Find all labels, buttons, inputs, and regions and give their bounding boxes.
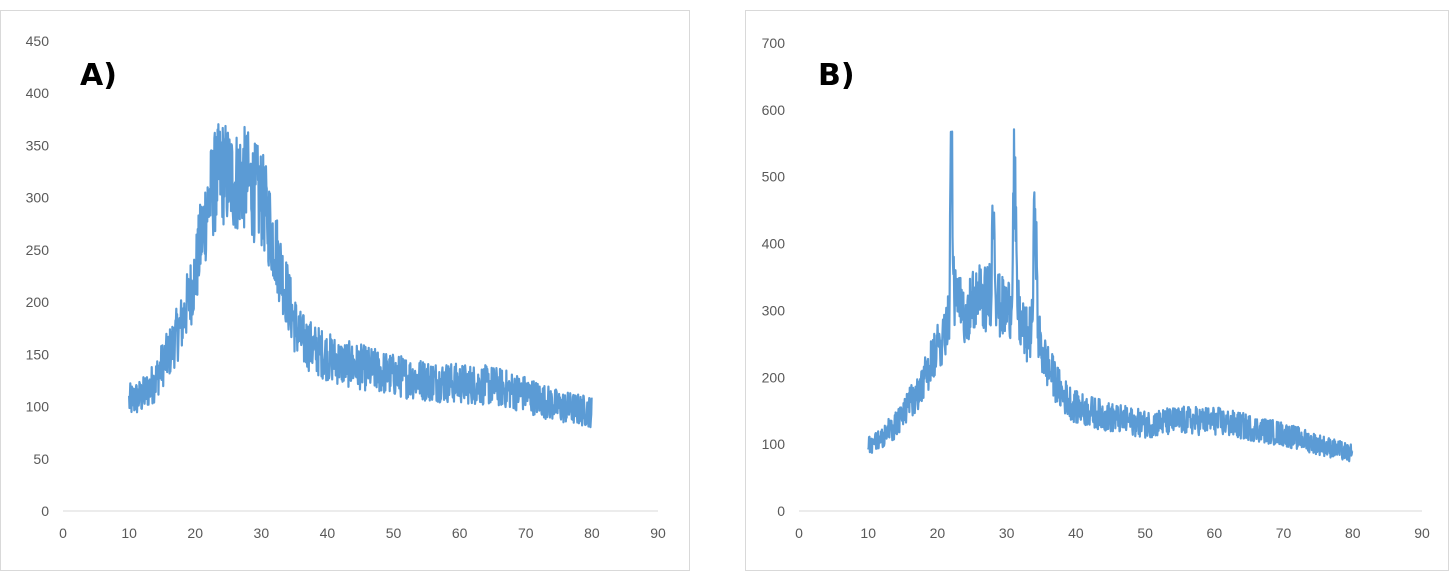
y-tick-label: 100 xyxy=(762,436,786,452)
y-tick-label: 600 xyxy=(762,102,786,118)
panel-label: A) xyxy=(80,58,117,93)
y-tick-label: 500 xyxy=(762,169,786,185)
chart-frame xyxy=(745,10,1449,571)
y-tick-label: 200 xyxy=(26,294,50,310)
x-tick-label: 50 xyxy=(386,525,402,541)
x-tick-label: 70 xyxy=(518,525,534,541)
x-tick-label: 30 xyxy=(999,525,1015,541)
x-tick-label: 10 xyxy=(860,525,876,541)
y-tick-label: 400 xyxy=(26,85,50,101)
x-tick-label: 60 xyxy=(452,525,468,541)
y-tick-label: 400 xyxy=(762,236,786,252)
y-tick-label: 50 xyxy=(33,451,49,467)
x-tick-label: 0 xyxy=(795,525,803,541)
y-tick-label: 200 xyxy=(762,369,786,385)
x-tick-label: 40 xyxy=(320,525,336,541)
x-tick-label: 90 xyxy=(1414,525,1430,541)
y-tick-label: 100 xyxy=(26,399,50,415)
y-tick-label: 150 xyxy=(26,346,50,362)
x-tick-label: 60 xyxy=(1207,525,1223,541)
x-tick-label: 90 xyxy=(650,525,666,541)
y-tick-label: 0 xyxy=(41,503,49,519)
y-tick-label: 300 xyxy=(26,190,50,206)
x-tick-label: 30 xyxy=(254,525,270,541)
chart-frame xyxy=(0,10,690,571)
x-tick-label: 80 xyxy=(584,525,600,541)
y-tick-label: 350 xyxy=(26,137,50,153)
chart-panel-b: 0 100 200 300 400 500 600 700 0 10 20 30 40 50 60 70 80 9… xyxy=(745,0,1449,571)
y-tick-label: 700 xyxy=(762,35,786,51)
chart-a: 0 50 100 150 200 250 300 350 400 450 0 10 20 30 40 50 60… xyxy=(0,10,690,571)
x-tick-label: 10 xyxy=(121,525,137,541)
panel-label: B) xyxy=(818,58,855,93)
chart-panel-a: 0 50 100 150 200 250 300 350 400 450 0 10 20 30 40 50 60… xyxy=(0,0,690,571)
chart-a-svg: 0 50 100 150 200 250 300 350 400 450 0 10 20 30 40 50 60… xyxy=(0,10,690,571)
chart-b-svg: 0 100 200 300 400 500 600 700 0 10 20 30 40 50 60 70 80 9… xyxy=(745,10,1449,571)
series-line xyxy=(128,123,593,429)
y-tick-label: 250 xyxy=(26,242,50,258)
x-tick-label: 40 xyxy=(1068,525,1084,541)
x-tick-label: 0 xyxy=(59,525,67,541)
y-tick-label: 300 xyxy=(762,302,786,318)
x-tick-label: 20 xyxy=(187,525,203,541)
chart-b: 0 100 200 300 400 500 600 700 0 10 20 30 40 50 60 70 80 9… xyxy=(745,10,1449,571)
y-tick-label: 0 xyxy=(777,503,785,519)
x-tick-label: 70 xyxy=(1276,525,1292,541)
x-tick-label: 80 xyxy=(1345,525,1361,541)
x-tick-label: 20 xyxy=(930,525,946,541)
series-line xyxy=(867,128,1354,463)
x-tick-label: 50 xyxy=(1137,525,1153,541)
y-tick-label: 450 xyxy=(26,33,50,49)
